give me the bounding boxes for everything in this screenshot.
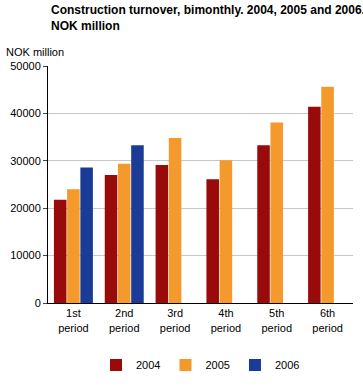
svg-text:10000: 10000 (10, 249, 41, 261)
svg-text:NOK million: NOK million (6, 46, 64, 58)
svg-text:0: 0 (35, 297, 41, 309)
svg-text:2004: 2004 (136, 359, 160, 371)
svg-text:4thperiod: 4thperiod (211, 307, 242, 333)
svg-text:40000: 40000 (10, 107, 41, 119)
svg-text:2005: 2005 (205, 359, 229, 371)
svg-text:50000: 50000 (10, 60, 41, 72)
svg-text:30000: 30000 (10, 155, 41, 167)
svg-text:2ndperiod: 2ndperiod (109, 307, 140, 333)
svg-text:3rdperiod: 3rdperiod (160, 307, 191, 333)
svg-text:6thperiod: 6thperiod (312, 307, 343, 333)
svg-text:1stperiod: 1stperiod (58, 307, 89, 333)
svg-text:5thperiod: 5thperiod (261, 307, 292, 333)
svg-text:20000: 20000 (10, 202, 41, 214)
svg-text:2006: 2006 (275, 359, 299, 371)
svg-text:Construction turnover, bimonth: Construction turnover, bimonthly. 2004, … (51, 3, 363, 33)
